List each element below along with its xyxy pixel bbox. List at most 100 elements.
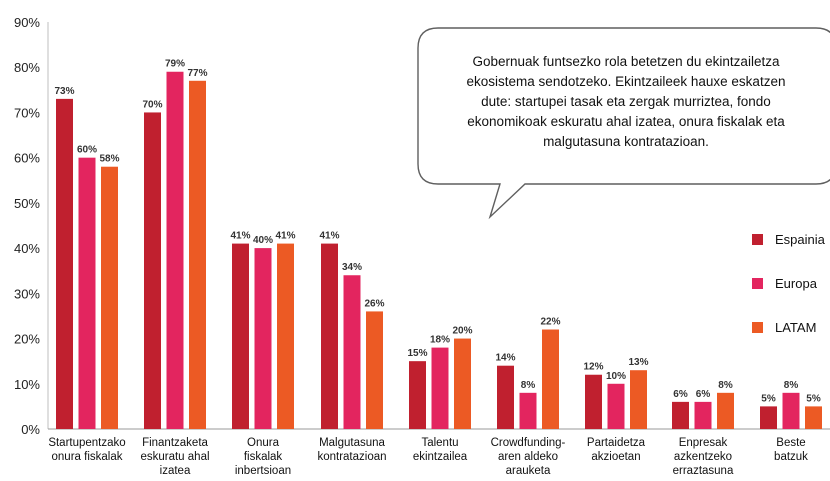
category-label-line: erraztasuna — [673, 465, 734, 477]
callout-bubble: Gobernuak funtsezko rola betetzen du eki… — [417, 27, 830, 220]
data-label: 41% — [230, 231, 250, 242]
y-tick-label: 60% — [14, 151, 40, 166]
category-label: Enpresak azkentzeko erraztasuna — [673, 437, 734, 477]
y-tick-label: 90% — [14, 15, 40, 30]
data-label: 40% — [253, 235, 273, 246]
bar-espainia — [672, 401, 689, 429]
callout-text-line: ekonomikoak eskuratu ahal izatea, onura … — [467, 114, 785, 129]
y-tick-label: 40% — [14, 241, 40, 256]
callout-text-line: Gobernuak funtsezko rola betetzen du eki… — [473, 54, 780, 69]
category-label: Beste batzuk — [774, 437, 808, 463]
bar-latam — [542, 329, 559, 429]
y-tick-label: 70% — [14, 105, 40, 120]
bar-latam — [189, 80, 206, 430]
y-tick-label: 80% — [14, 60, 40, 75]
category-label: Finantzaketa eskuratu ahal izatea — [140, 437, 209, 477]
category-label-line: Enpresak — [679, 437, 728, 449]
data-label: 8% — [718, 380, 733, 391]
bar-latam — [366, 311, 383, 429]
category-label-line: Talentu — [421, 437, 458, 449]
bar-latam — [101, 166, 118, 429]
data-label: 60% — [77, 145, 97, 156]
category-label-line: batzuk — [774, 451, 808, 463]
bar-latam — [454, 338, 471, 429]
y-tick-label: 30% — [14, 286, 40, 301]
category-label-line: Finantzaketa — [142, 437, 208, 449]
bar-europa — [78, 157, 96, 429]
category-label-line: akzioetan — [591, 451, 640, 463]
category-label: Startupentzako onura fiskalak — [48, 437, 125, 463]
callout-text-line: dute: startupei tasak eta zergak murrizt… — [481, 94, 771, 109]
data-label: 73% — [54, 86, 74, 97]
callout-text-line: malgutasuna kontratazioan. — [543, 134, 709, 149]
category-label-line: Crowdfunding- — [491, 437, 566, 449]
data-label: 5% — [806, 393, 821, 404]
data-label: 22% — [540, 317, 560, 328]
category-label-line: azkentzeko — [674, 451, 732, 463]
data-label: 26% — [364, 298, 384, 309]
category-label-line: onura fiskalak — [52, 451, 123, 463]
data-label: 5% — [761, 393, 776, 404]
bars-group: 73%60%58%70%79%77%41% 40% 41% 41%34%26%15%1… — [54, 59, 822, 430]
data-label: 6% — [696, 389, 711, 400]
category-label-line: inbertsioan — [235, 465, 291, 477]
category-label: Malgutasuna kontratazioan — [317, 437, 386, 463]
bar-europa — [607, 383, 625, 429]
data-label: 6% — [673, 389, 688, 400]
y-tick-label: 50% — [14, 196, 40, 211]
category-label-line: fiskalak — [244, 451, 283, 463]
data-label: 41% — [319, 231, 339, 242]
bar-espainia — [760, 406, 777, 429]
category-label-line: Onura — [247, 437, 280, 449]
legend-label-espainia: Espainia — [775, 232, 826, 247]
bar-europa — [431, 347, 449, 429]
bar-latam — [277, 243, 294, 429]
y-tick-label: 20% — [14, 332, 40, 347]
bar-espainia — [409, 361, 426, 429]
category-label-line: Partaidetza — [587, 437, 646, 449]
category-label-line: Startupentzako — [48, 437, 125, 449]
category-label-line: izatea — [160, 465, 191, 477]
category-label-line: Beste — [776, 437, 805, 449]
legend-label-europa: Europa — [775, 276, 818, 291]
y-tick-label: 0% — [21, 422, 40, 437]
bar-latam — [717, 392, 734, 429]
category-label: Partaidetza akzioetan — [587, 437, 646, 463]
data-label: 18% — [430, 335, 450, 346]
legend-swatch-latam — [752, 322, 763, 333]
legend-swatch-europa — [752, 278, 763, 289]
bar-espainia — [497, 365, 514, 429]
bar-espainia — [56, 98, 73, 429]
legend-swatch-espainia — [752, 234, 763, 245]
bar-latam — [805, 406, 822, 429]
bar-espainia — [232, 243, 249, 429]
data-label: 14% — [495, 353, 515, 364]
bar-latam — [630, 370, 647, 429]
data-label: 13% — [628, 357, 648, 368]
category-label-line: kontratazioan — [317, 451, 386, 463]
data-label: 8% — [784, 380, 799, 391]
category-label-line: ekintzailea — [413, 451, 468, 463]
legend-label-latam: LATAM — [775, 320, 816, 335]
data-label: 70% — [142, 99, 162, 110]
data-label: 34% — [342, 262, 362, 273]
category-label-line: eskuratu ahal — [140, 451, 209, 463]
category-label: Crowdfunding-aren aldeko arauketa — [491, 437, 566, 477]
data-label: 15% — [407, 348, 427, 359]
category-label-line: aren aldeko — [498, 451, 558, 463]
bar-europa — [343, 275, 361, 429]
bar-espainia — [585, 374, 602, 429]
bar-europa — [782, 392, 800, 429]
bar-europa — [166, 71, 184, 429]
data-label: 79% — [165, 59, 185, 70]
data-label: 77% — [187, 68, 207, 79]
data-label: 10% — [606, 371, 626, 382]
legend: Espainia Europa LATAM — [752, 232, 826, 335]
callout-shape — [417, 27, 830, 220]
data-label: 41% — [275, 231, 295, 242]
bar-europa — [254, 248, 272, 429]
category-label-line: Malgutasuna — [319, 437, 385, 449]
category-labels: Startupentzako onura fiskalak Finantzaketa… — [48, 437, 808, 477]
data-label: 20% — [452, 326, 472, 337]
